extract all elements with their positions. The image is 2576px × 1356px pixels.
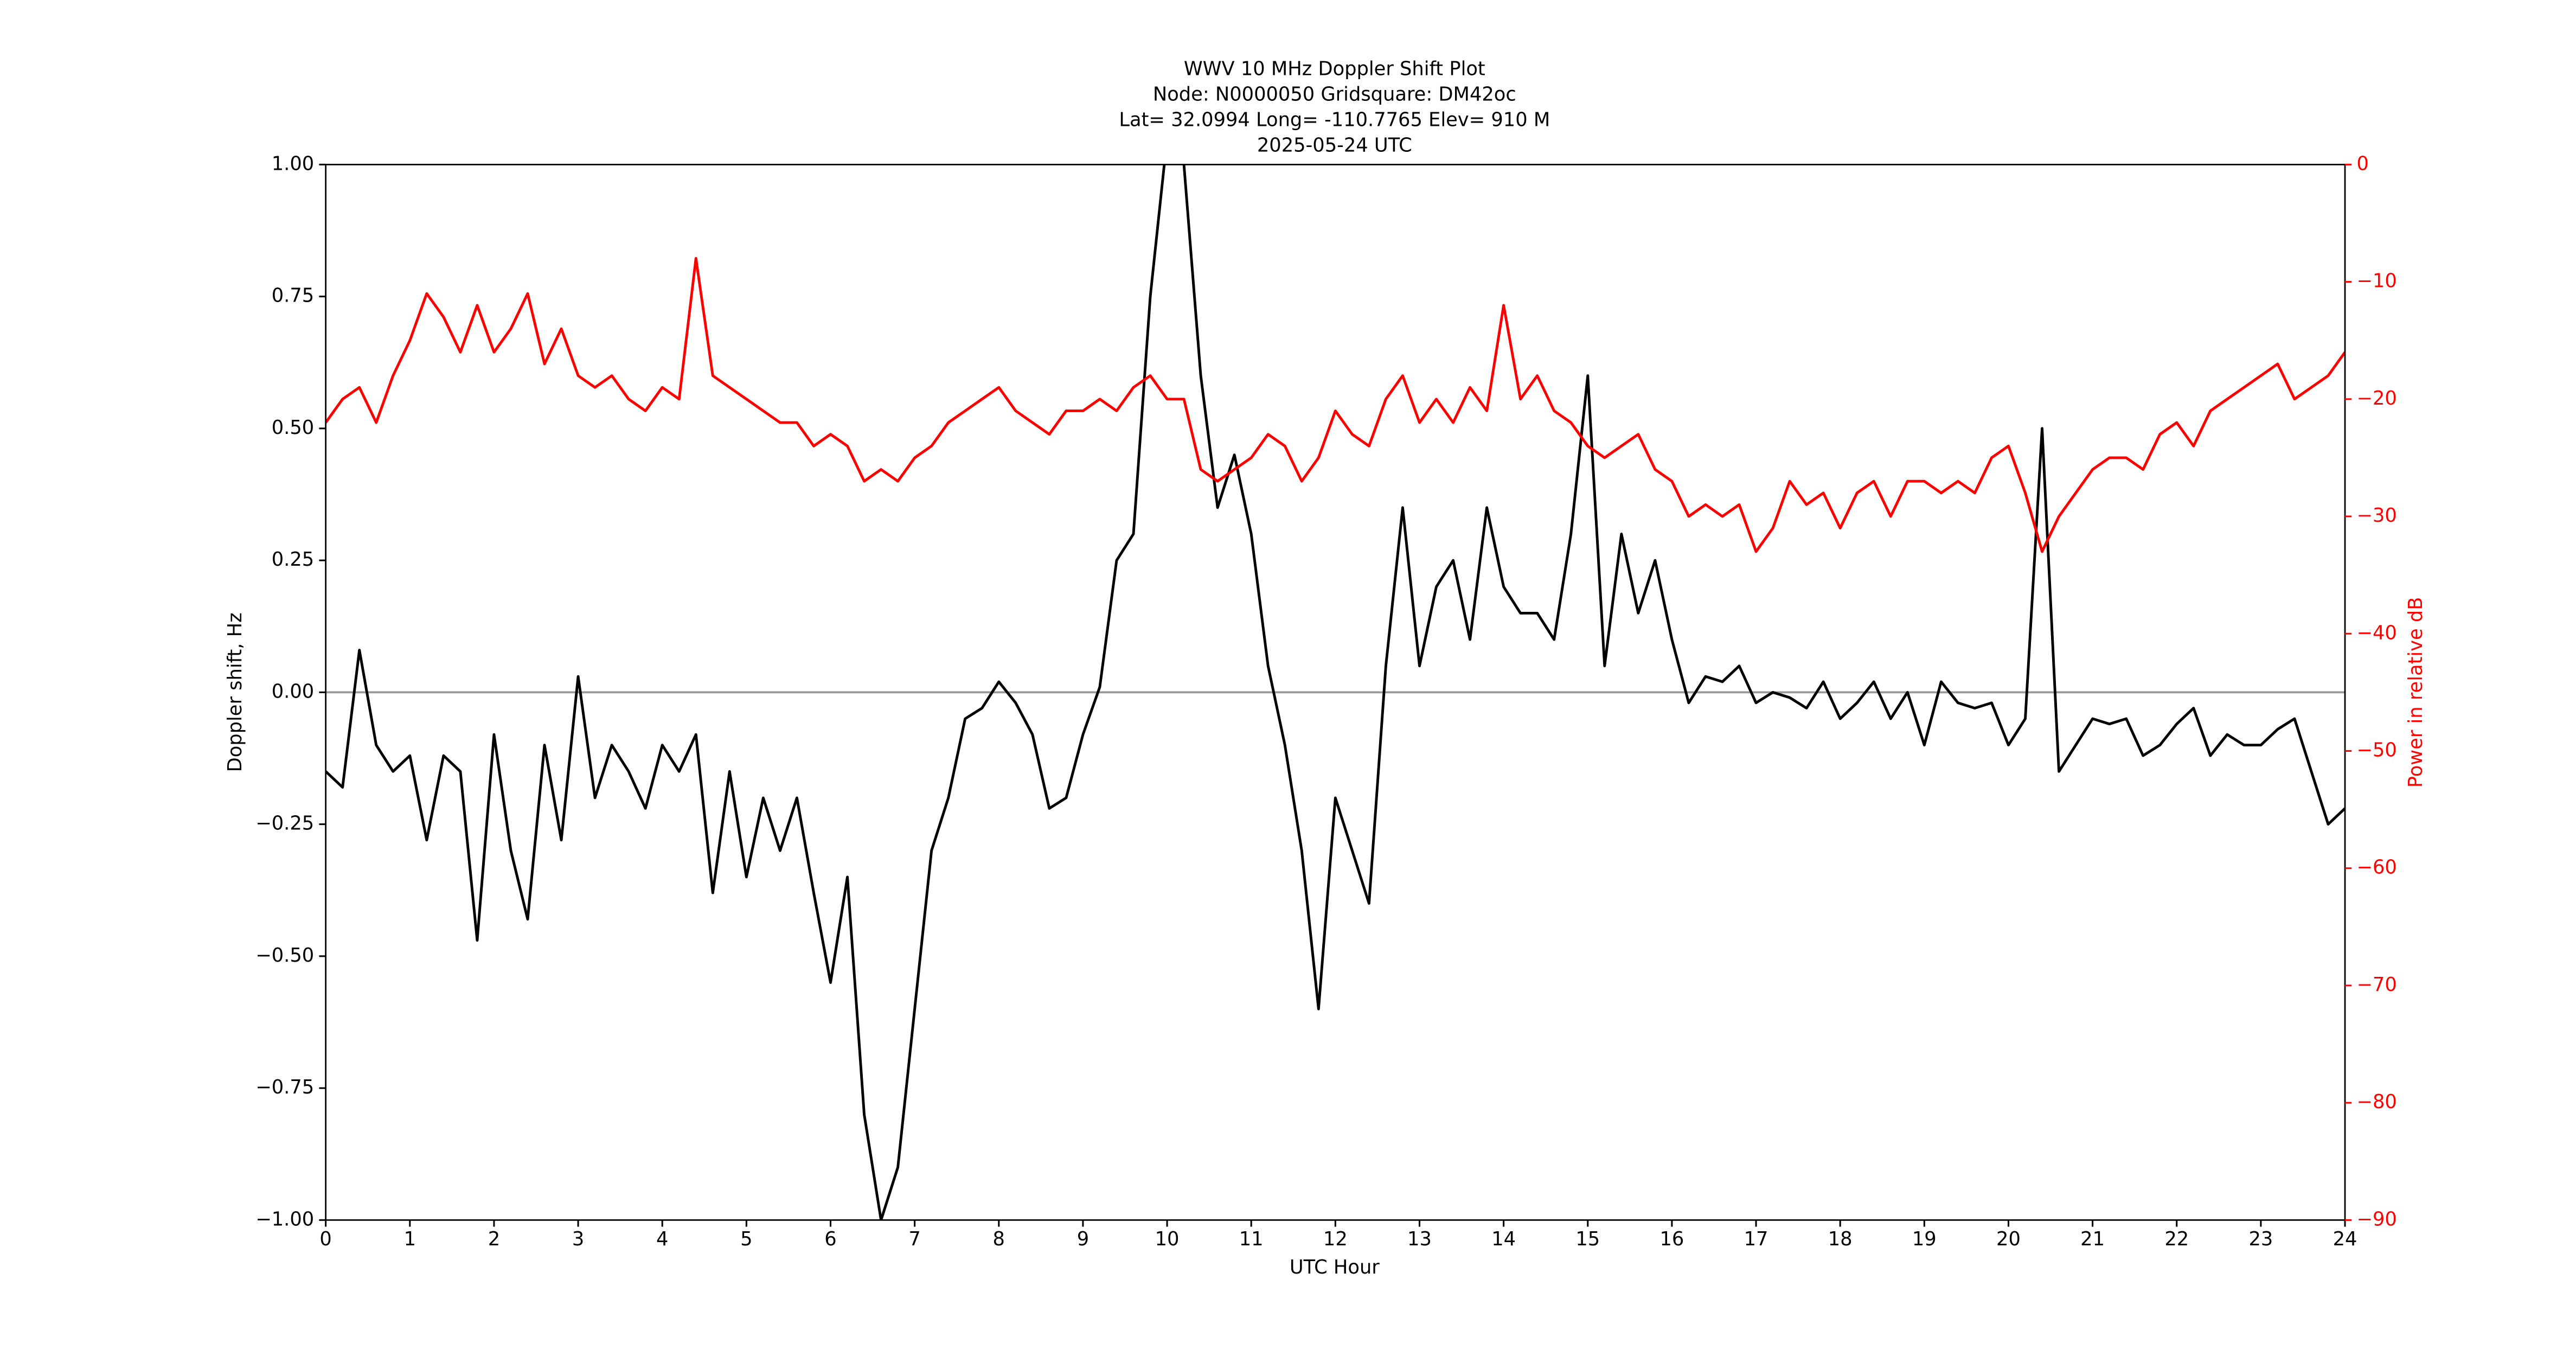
- x-tick-label: 13: [1407, 1228, 1432, 1250]
- x-tick-label: 1: [404, 1228, 416, 1250]
- y-tick-label: −0.25: [255, 813, 314, 835]
- x-tick-label: 23: [2248, 1228, 2273, 1250]
- x-tick-label: 18: [1828, 1228, 1853, 1250]
- x-tick-label: 14: [1491, 1228, 1516, 1250]
- y-tick-label: 1.00: [272, 152, 314, 175]
- x-tick-label: 12: [1323, 1228, 1348, 1250]
- title-line: Node: N0000050 Gridsquare: DM42oc: [1153, 84, 1516, 106]
- y-tick-label: −0.75: [255, 1076, 314, 1098]
- y2-tick-label: −20: [2356, 387, 2396, 410]
- title-line: 2025-05-24 UTC: [1257, 134, 1412, 156]
- x-tick-label: 3: [572, 1228, 584, 1250]
- x-tick-label: 0: [319, 1228, 331, 1250]
- title: WWV 10 MHz Doppler Shift Plot Node: N0000…: [1119, 58, 1550, 157]
- y2-tick-label: −10: [2356, 270, 2396, 292]
- x-tick-label: 8: [993, 1228, 1005, 1250]
- y-tick-label: 0.50: [272, 417, 314, 439]
- x-tick-label: 4: [656, 1228, 668, 1250]
- y2-tick-label: −70: [2356, 974, 2396, 996]
- y2-tick-label: −80: [2356, 1091, 2396, 1113]
- title-line: Lat= 32.0994 Long= -110.7765 Elev= 910 M: [1119, 108, 1550, 131]
- x-tick-label: 21: [2080, 1228, 2105, 1250]
- y-tick-label: 0.00: [272, 680, 314, 702]
- x-tick-label: 11: [1239, 1228, 1264, 1250]
- x-axis-label: UTC Hour: [1290, 1256, 1380, 1278]
- data-line: [325, 164, 2346, 1220]
- x-tick-label: 15: [1575, 1228, 1600, 1250]
- x-tick-label: 17: [1744, 1228, 1768, 1250]
- x-tick-label: 7: [908, 1228, 920, 1250]
- y-tick-label: 0.75: [272, 285, 314, 307]
- y2-tick-label: −50: [2356, 739, 2396, 761]
- x-tick-label: 2: [488, 1228, 500, 1250]
- title-line: WWV 10 MHz Doppler Shift Plot: [1184, 58, 1485, 80]
- y2-tick-label: −40: [2356, 622, 2396, 644]
- x-tick-label: 6: [824, 1228, 836, 1250]
- y-tick-label: −1.00: [255, 1208, 314, 1230]
- y-tick-label: −0.50: [255, 944, 314, 967]
- y2-tick-label: 0: [2356, 152, 2368, 175]
- y-tick-label: 0.25: [272, 548, 314, 571]
- data-line: [325, 257, 2346, 553]
- y-axis-label: Doppler shift, Hz: [224, 612, 246, 772]
- x-tick-label: 16: [1659, 1228, 1684, 1250]
- x-tick-label: 20: [1996, 1228, 2021, 1250]
- y2-axis-label: Power in relative dB: [2405, 597, 2427, 788]
- x-tick-label: 10: [1155, 1228, 1180, 1250]
- y2-tick-label: −60: [2356, 856, 2396, 879]
- y2-tick-label: −30: [2356, 504, 2396, 527]
- x-tick-label: 5: [740, 1228, 752, 1250]
- x-tick-label: 24: [2333, 1228, 2357, 1250]
- x-tick-label: 9: [1077, 1228, 1089, 1250]
- x-tick-label: 19: [1912, 1228, 1937, 1250]
- x-tick-label: 22: [2164, 1228, 2189, 1250]
- y2-tick-label: −90: [2356, 1208, 2396, 1230]
